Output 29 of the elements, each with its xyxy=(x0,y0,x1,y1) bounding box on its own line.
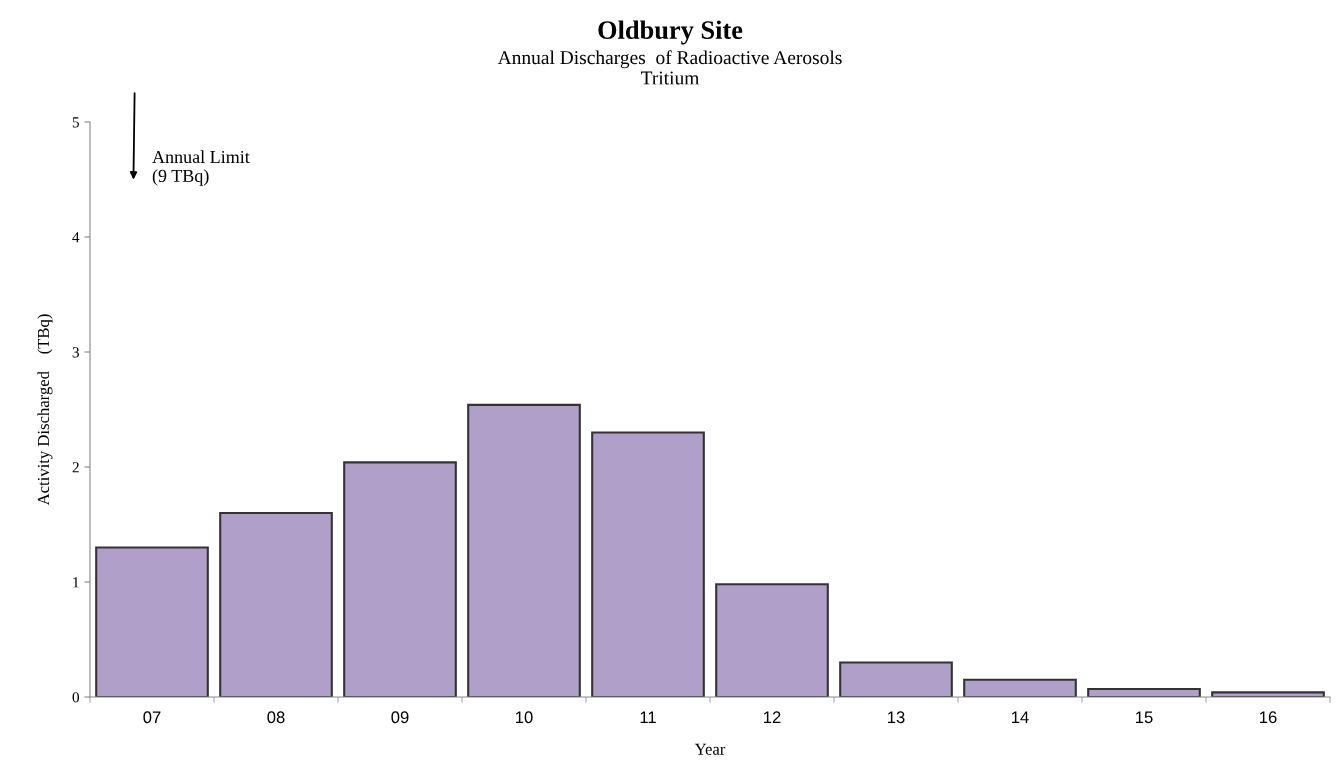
y-tick-label: 4 xyxy=(72,232,80,243)
bar xyxy=(219,511,333,697)
x-tick-label: 15 xyxy=(1136,711,1153,724)
chart-title: Oldbury Site xyxy=(598,20,743,45)
y-tick-label: 5 xyxy=(72,117,79,128)
x-tick-label: 11 xyxy=(640,711,656,723)
x-tick-label: 09 xyxy=(391,711,409,724)
y-tick-label: 2 xyxy=(72,462,79,473)
y-tick-label: 1 xyxy=(73,577,79,588)
bar xyxy=(839,661,953,697)
x-tick-label: 14 xyxy=(1012,711,1029,723)
annotation: Annual Limit (9 TBq) xyxy=(152,150,250,186)
chart-subtitle: Annual Discharges of Radioactive Aerosols Tritium xyxy=(497,50,842,85)
bar xyxy=(715,583,829,697)
x-tick-label: 10 xyxy=(516,711,533,724)
x-tick-label: 07 xyxy=(143,711,161,724)
x-tick-label: 08 xyxy=(267,711,285,724)
bar xyxy=(95,546,209,697)
x-tick-label: 12 xyxy=(764,711,781,723)
y-tick-label: 3 xyxy=(72,347,79,358)
bar xyxy=(963,678,1077,697)
y-tick-label: 0 xyxy=(72,692,79,703)
y-axis-title: Activity Discharged (TBq) xyxy=(37,314,53,506)
x-tick-label: 16 xyxy=(1260,711,1277,724)
x-tick-label: 13 xyxy=(888,711,905,724)
bar xyxy=(467,403,581,697)
bar xyxy=(343,461,457,697)
bar xyxy=(591,431,705,697)
x-axis-title: Year xyxy=(694,743,726,755)
